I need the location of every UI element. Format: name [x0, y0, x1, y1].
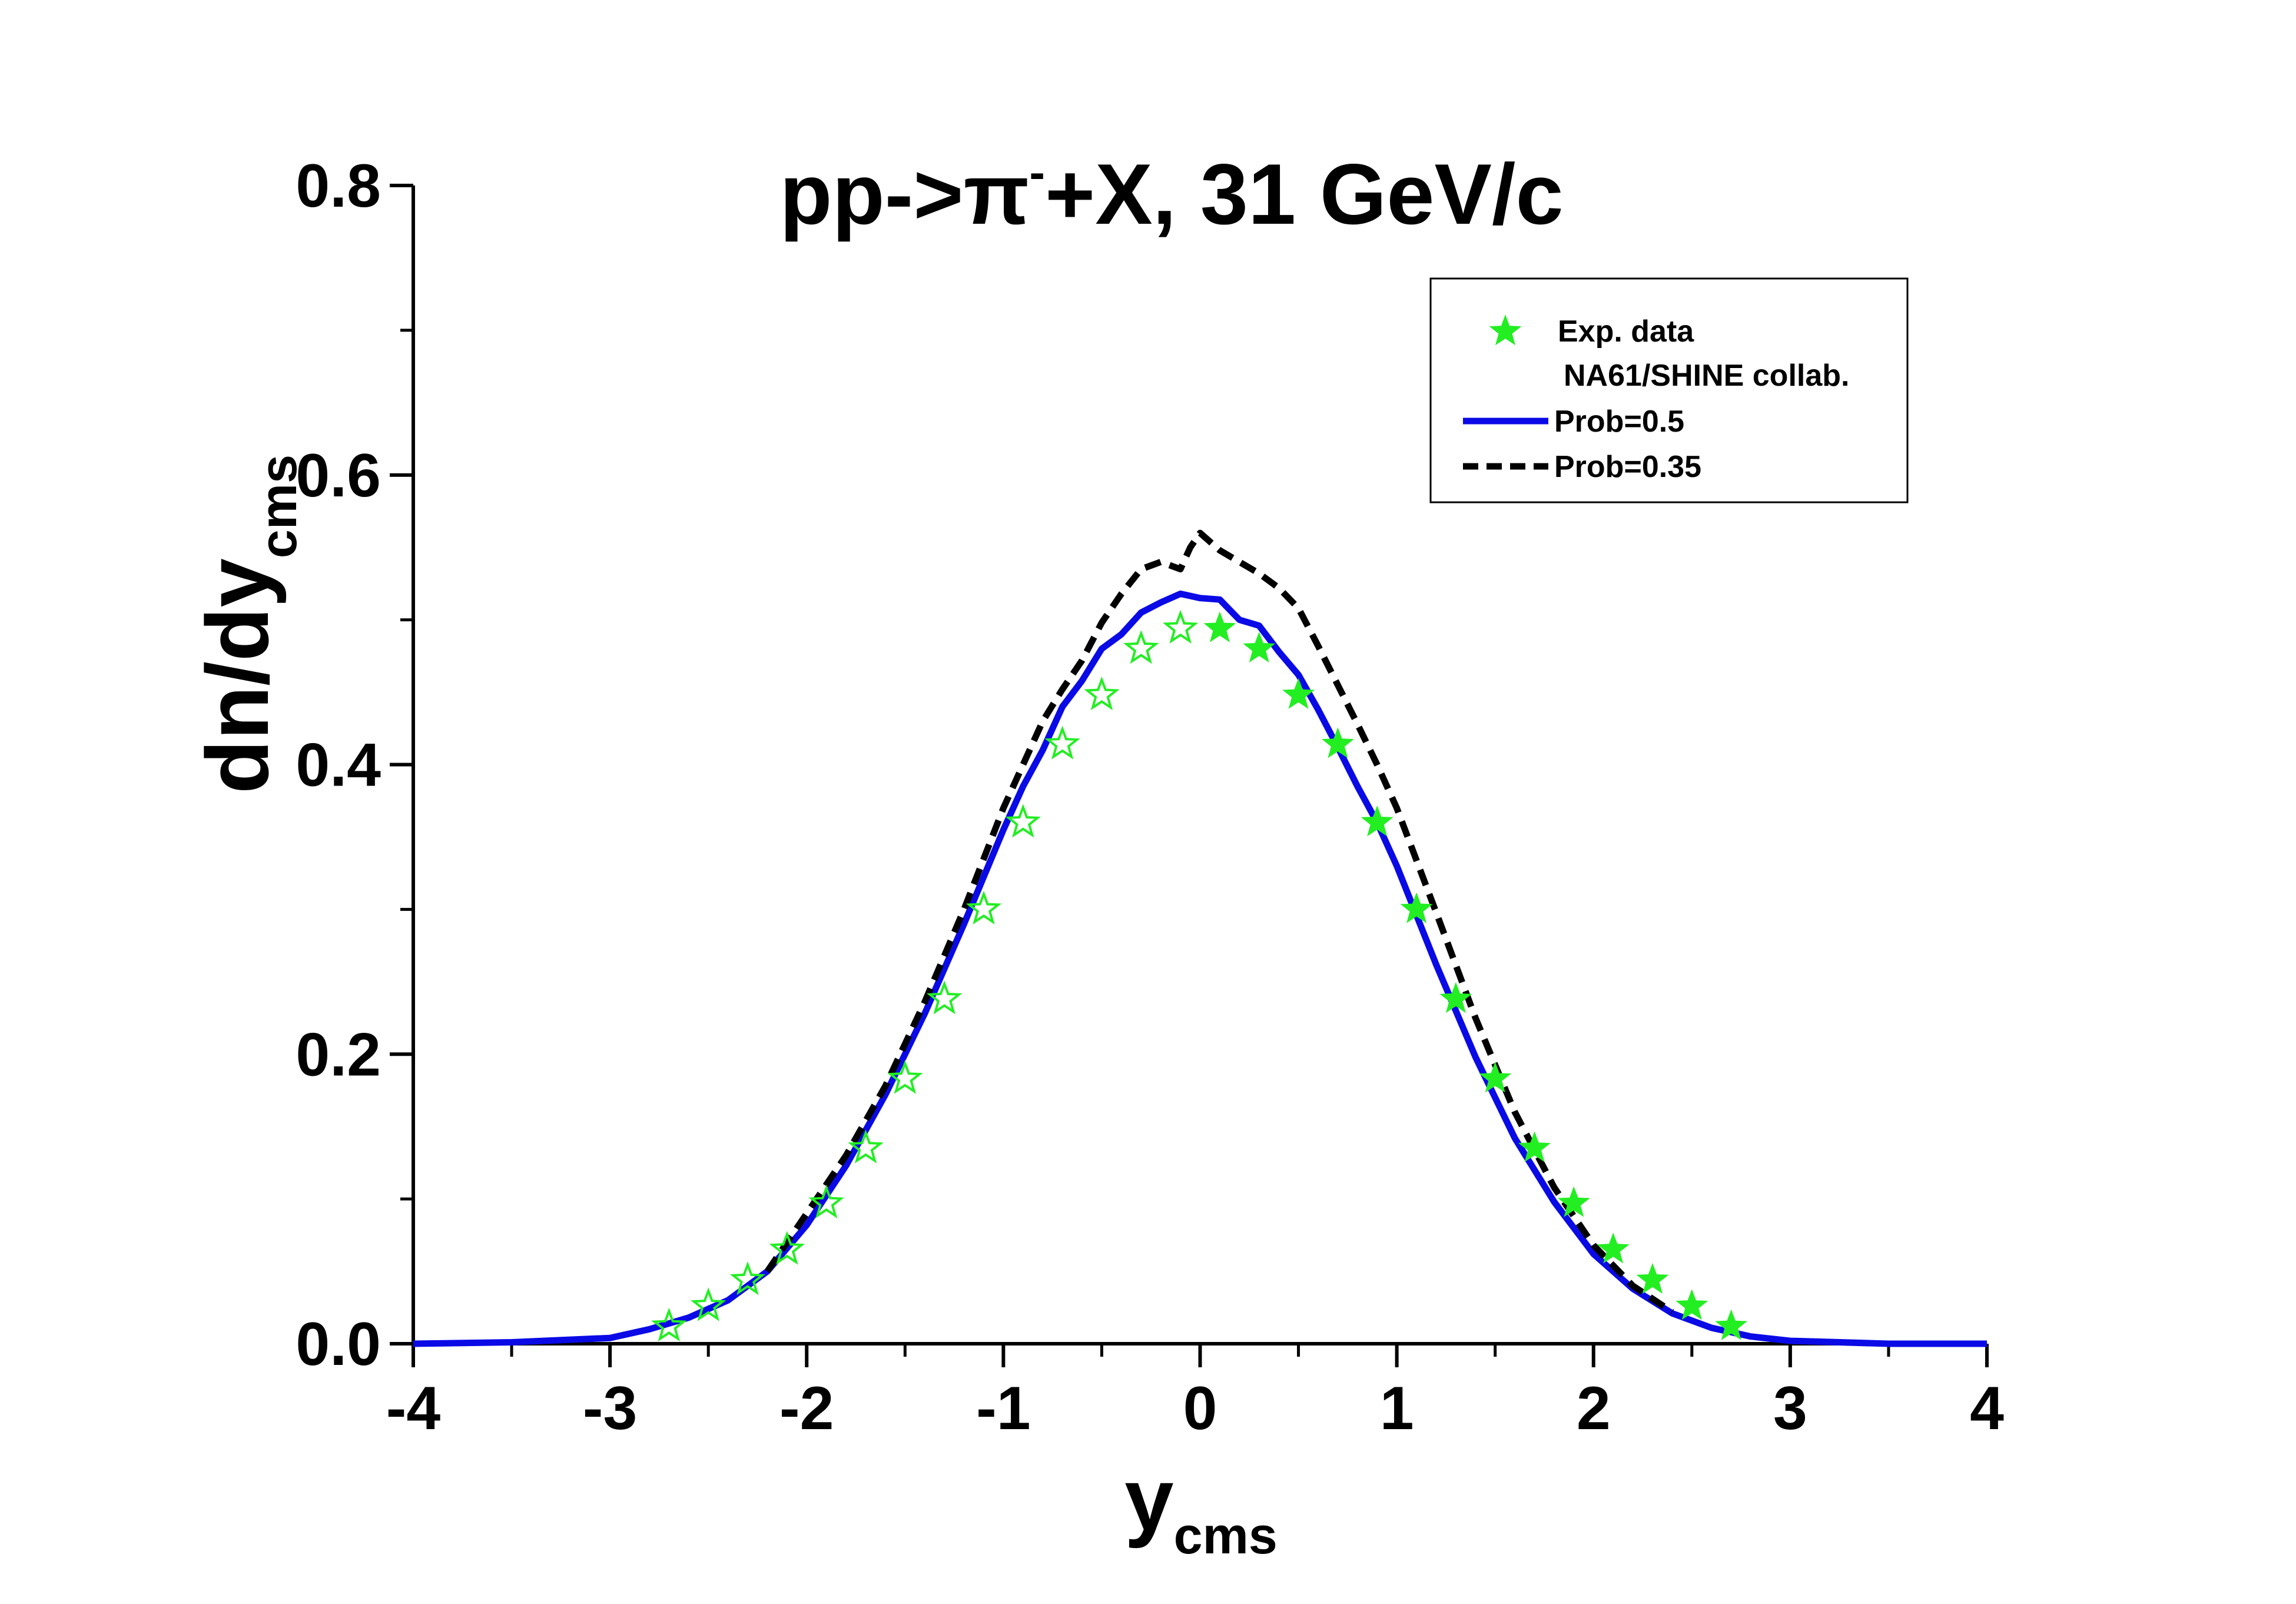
exp-data-point	[729, 1261, 766, 1295]
series-line-prob-0-5	[413, 590, 1987, 1347]
exp-data-point	[1636, 1262, 1669, 1294]
exp-data-point	[1439, 982, 1472, 1013]
exp-data-point	[1322, 727, 1354, 758]
exp-data-point	[887, 1060, 923, 1094]
x-tick-label: 0	[1183, 1374, 1217, 1443]
exp-data-point	[1479, 1062, 1512, 1093]
exp-data-point	[769, 1231, 805, 1265]
y-tick-label: 0.8	[296, 152, 381, 220]
x-tick-label: -3	[583, 1374, 637, 1443]
legend-star-icon	[1489, 314, 1522, 346]
exp-data-point	[926, 980, 963, 1015]
y-tick-label: 0.2	[296, 1020, 381, 1089]
y-axis-label: dn/dycms	[188, 455, 307, 794]
y-axis-label-main: dn/dy	[188, 558, 287, 794]
legend-data-label-1: Exp. data	[1558, 314, 1694, 349]
y-axis-label-sub: cms	[249, 455, 307, 558]
series-line-prob-0-35	[764, 529, 1674, 1315]
legend-label-prob-0-35: Prob=0.35	[1554, 450, 1701, 484]
exp-data-point	[965, 890, 1002, 925]
x-tick-label: -1	[976, 1374, 1030, 1443]
exp-data-point	[1518, 1131, 1551, 1162]
exp-data-point	[1282, 678, 1315, 709]
x-tick-label: 4	[1970, 1374, 2004, 1443]
exp-data-point	[691, 1287, 726, 1321]
x-tick-label: 1	[1380, 1374, 1414, 1443]
exp-data-point	[1597, 1232, 1630, 1264]
x-tick-label: -4	[386, 1374, 441, 1443]
chart-title: pp->π-+X, 31 GeV/c	[779, 146, 1563, 242]
exp-data-point	[1715, 1309, 1748, 1340]
x-tick-label: 2	[1577, 1374, 1611, 1443]
exp-data-point	[1243, 631, 1276, 663]
legend-star-marker	[1489, 314, 1522, 346]
title-prefix: pp->π	[779, 146, 1029, 242]
y-tick-label: 0.4	[296, 731, 381, 800]
exp-data-point	[1557, 1186, 1590, 1217]
exp-data-point	[848, 1129, 884, 1164]
exp-data-point	[1361, 806, 1393, 837]
x-tick-label: -2	[779, 1374, 834, 1443]
x-tick-label: 3	[1773, 1374, 1807, 1443]
exp-data-point	[1675, 1289, 1708, 1320]
x-axis-label-sub: cms	[1174, 1506, 1278, 1565]
y-tick-label: 0.0	[296, 1310, 381, 1378]
title-superscript: -	[1029, 146, 1045, 198]
legend: Exp. data NA61/SHINE collab. Prob=0.5 Pr…	[1429, 277, 1909, 503]
exp-data-point	[1005, 804, 1041, 838]
exp-data-point	[1163, 609, 1199, 644]
exp-data-point	[1044, 725, 1080, 760]
exp-data-point	[1400, 892, 1433, 923]
exp-data-point	[1203, 611, 1236, 642]
legend-label-prob-0-5: Prob=0.5	[1554, 405, 1684, 439]
exp-data-point	[1084, 676, 1120, 711]
legend-data-label-2: NA61/SHINE collab.	[1564, 359, 1849, 393]
y-tick-label: 0.6	[296, 442, 381, 510]
axes: 0.0 0.2 0.4 0.6 0.8 -4 -3 -2 -1 0 1 2 3 4	[296, 152, 2004, 1443]
x-axis-label-main: y	[1124, 1450, 1173, 1549]
exp-data-point	[808, 1184, 844, 1219]
exp-data-point	[1123, 630, 1159, 664]
x-axis-label: ycms	[1124, 1450, 1278, 1565]
series-layer	[413, 529, 1987, 1347]
title-suffix: +X, 31 GeV/c	[1045, 146, 1564, 242]
exp-data-markers	[651, 609, 1748, 1342]
exp-data-point	[651, 1307, 687, 1342]
